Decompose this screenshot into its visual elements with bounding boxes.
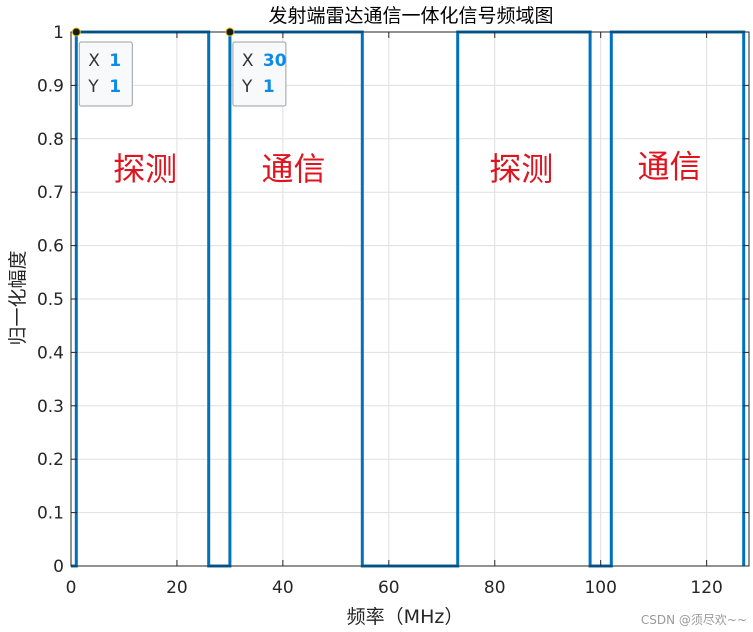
y-tick-label: 0.9 [37, 76, 64, 96]
grid-lines [70, 31, 749, 567]
x-tick-label: 20 [166, 578, 188, 598]
x-tick-label: 80 [484, 578, 506, 598]
datatip-x-value: 1 [109, 51, 121, 71]
datatip-box [232, 41, 287, 107]
y-tick-label: 0.6 [37, 237, 64, 257]
y-tick-label: 0.1 [37, 504, 64, 524]
datatip-y-value: 1 [263, 77, 275, 97]
datatip-x-key: X [242, 51, 254, 71]
datatip-y-value: 1 [109, 77, 121, 97]
y-axis-label: 归一化幅度 [7, 250, 29, 345]
datatip[interactable]: X 30 Y 1 [225, 27, 287, 107]
datatip[interactable]: X 1Y 1 [71, 27, 133, 107]
datatip-y-key: Y [87, 77, 99, 97]
y-tick-label: 0.3 [37, 397, 64, 417]
x-tick-label: 60 [378, 578, 400, 598]
datatip-box [78, 41, 133, 107]
watermark: CSDN @须尽欢~~ [640, 613, 747, 627]
chart-title: 发射端雷达通信一体化信号频域图 [268, 5, 553, 27]
region-label: 通信 [261, 150, 325, 188]
region-annotations: 探测 通信 探测 通信 [113, 148, 701, 189]
y-tick-label: 0.2 [37, 450, 64, 470]
datatip-x-value: 30 [263, 51, 287, 71]
region-label: 通信 [638, 148, 702, 186]
tick-labels: 0 20 40 60 80 100 120 0 0.1 0.2 0.3 0.4 0.5 0.6 0.7 0.8… [37, 23, 723, 598]
y-tick-label: 0 [53, 557, 64, 577]
y-tick-label: 0.8 [37, 130, 64, 150]
x-tick-label: 0 [66, 578, 77, 598]
datatip-marker[interactable] [71, 27, 81, 37]
axes-frame [70, 31, 750, 567]
region-label: 探测 [113, 150, 177, 188]
x-axis-label: 频率（MHz） [347, 606, 464, 628]
x-tick-label: 120 [690, 578, 722, 598]
y-tick-label: 0.5 [37, 290, 64, 310]
y-tick-label: 0.4 [37, 343, 64, 363]
x-tick-label: 40 [272, 578, 294, 598]
datatip-y-key: Y [241, 77, 253, 97]
datatip-marker[interactable] [225, 27, 235, 37]
y-tick-label: 0.7 [37, 183, 64, 203]
y-tick-label: 1 [53, 23, 64, 43]
axes-box [70, 31, 750, 567]
region-label: 探测 [489, 150, 553, 188]
x-tick-label: 100 [584, 578, 616, 598]
datatip-x-key: X [88, 51, 100, 71]
datatips-layer[interactable]: X 1Y 1X 30Y 1 [71, 27, 287, 107]
